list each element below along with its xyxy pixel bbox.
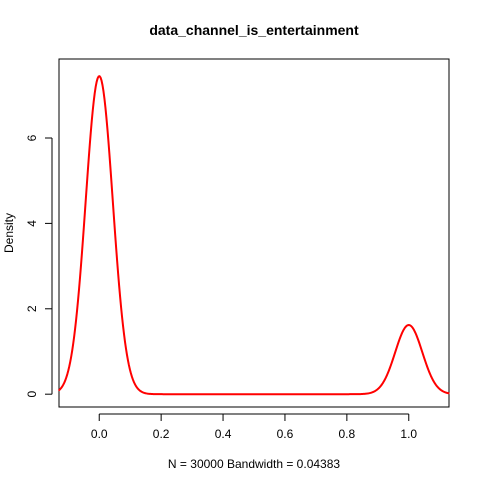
y-tick-label: 2: [25, 305, 39, 312]
y-tick-label: 4: [25, 220, 39, 227]
chart-title: data_channel_is_entertainment: [149, 22, 359, 38]
x-axis: 0.0 0.2 0.4 0.6 0.8 1.0: [91, 413, 417, 441]
y-axis-label: Density: [2, 213, 16, 253]
y-tick-label: 6: [25, 134, 39, 141]
y-axis: 0 2 4 6: [25, 134, 53, 398]
x-tick-label: 0.0: [91, 427, 108, 441]
x-tick-label: 0.4: [215, 427, 232, 441]
x-tick-label: 1.0: [400, 427, 417, 441]
x-tick-label: 0.2: [153, 427, 170, 441]
x-axis-label: N = 30000 Bandwidth = 0.04383: [168, 457, 340, 471]
x-tick-label: 0.6: [277, 427, 294, 441]
series-group: [57, 75, 450, 396]
density-line: [57, 75, 450, 396]
y-tick-label: 0: [25, 391, 39, 398]
plot-frame: [58, 58, 450, 408]
x-tick-label: 0.8: [339, 427, 356, 441]
